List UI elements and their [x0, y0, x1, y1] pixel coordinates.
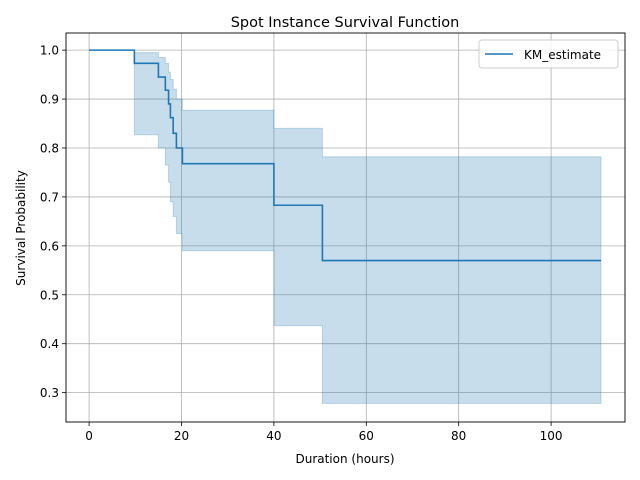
x-tick-label: 40 [266, 429, 281, 443]
y-tick-label: 0.5 [40, 288, 59, 302]
ci-band-area [89, 49, 602, 404]
legend: KM_estimate [478, 39, 619, 69]
y-tick-label: 0.8 [40, 141, 59, 155]
y-tick-label: 0.6 [40, 239, 59, 253]
survival-curve [89, 49, 601, 262]
x-axis-ticks: 0 20 40 60 80 100 [85, 422, 563, 443]
y-tick-label: 1.0 [40, 44, 59, 58]
y-tick-label: 0.4 [40, 337, 59, 351]
x-tick-label: 80 [451, 429, 466, 443]
y-tick-label: 0.3 [40, 386, 59, 400]
x-tick-label: 0 [85, 429, 93, 443]
chart-title: Spot Instance Survival Function [231, 15, 460, 31]
x-tick-label: 100 [540, 429, 563, 443]
y-tick-label: 0.7 [40, 190, 59, 204]
grid-lines [66, 33, 625, 422]
x-axis-label: Duration (hours) [295, 452, 394, 466]
confidence-band [89, 49, 602, 404]
y-axis-label: Survival Probability [14, 170, 28, 286]
x-tick-label: 60 [359, 429, 374, 443]
km-estimate-line [89, 49, 601, 262]
plot-frame [65, 32, 626, 423]
x-tick-label: 20 [174, 429, 189, 443]
legend-box [478, 39, 619, 69]
y-axis-ticks: 0.3 0.4 0.5 0.6 0.7 0.8 0.9 1.0 [40, 44, 66, 400]
legend-label: KM_estimate [524, 48, 601, 62]
y-tick-label: 0.9 [40, 93, 59, 107]
